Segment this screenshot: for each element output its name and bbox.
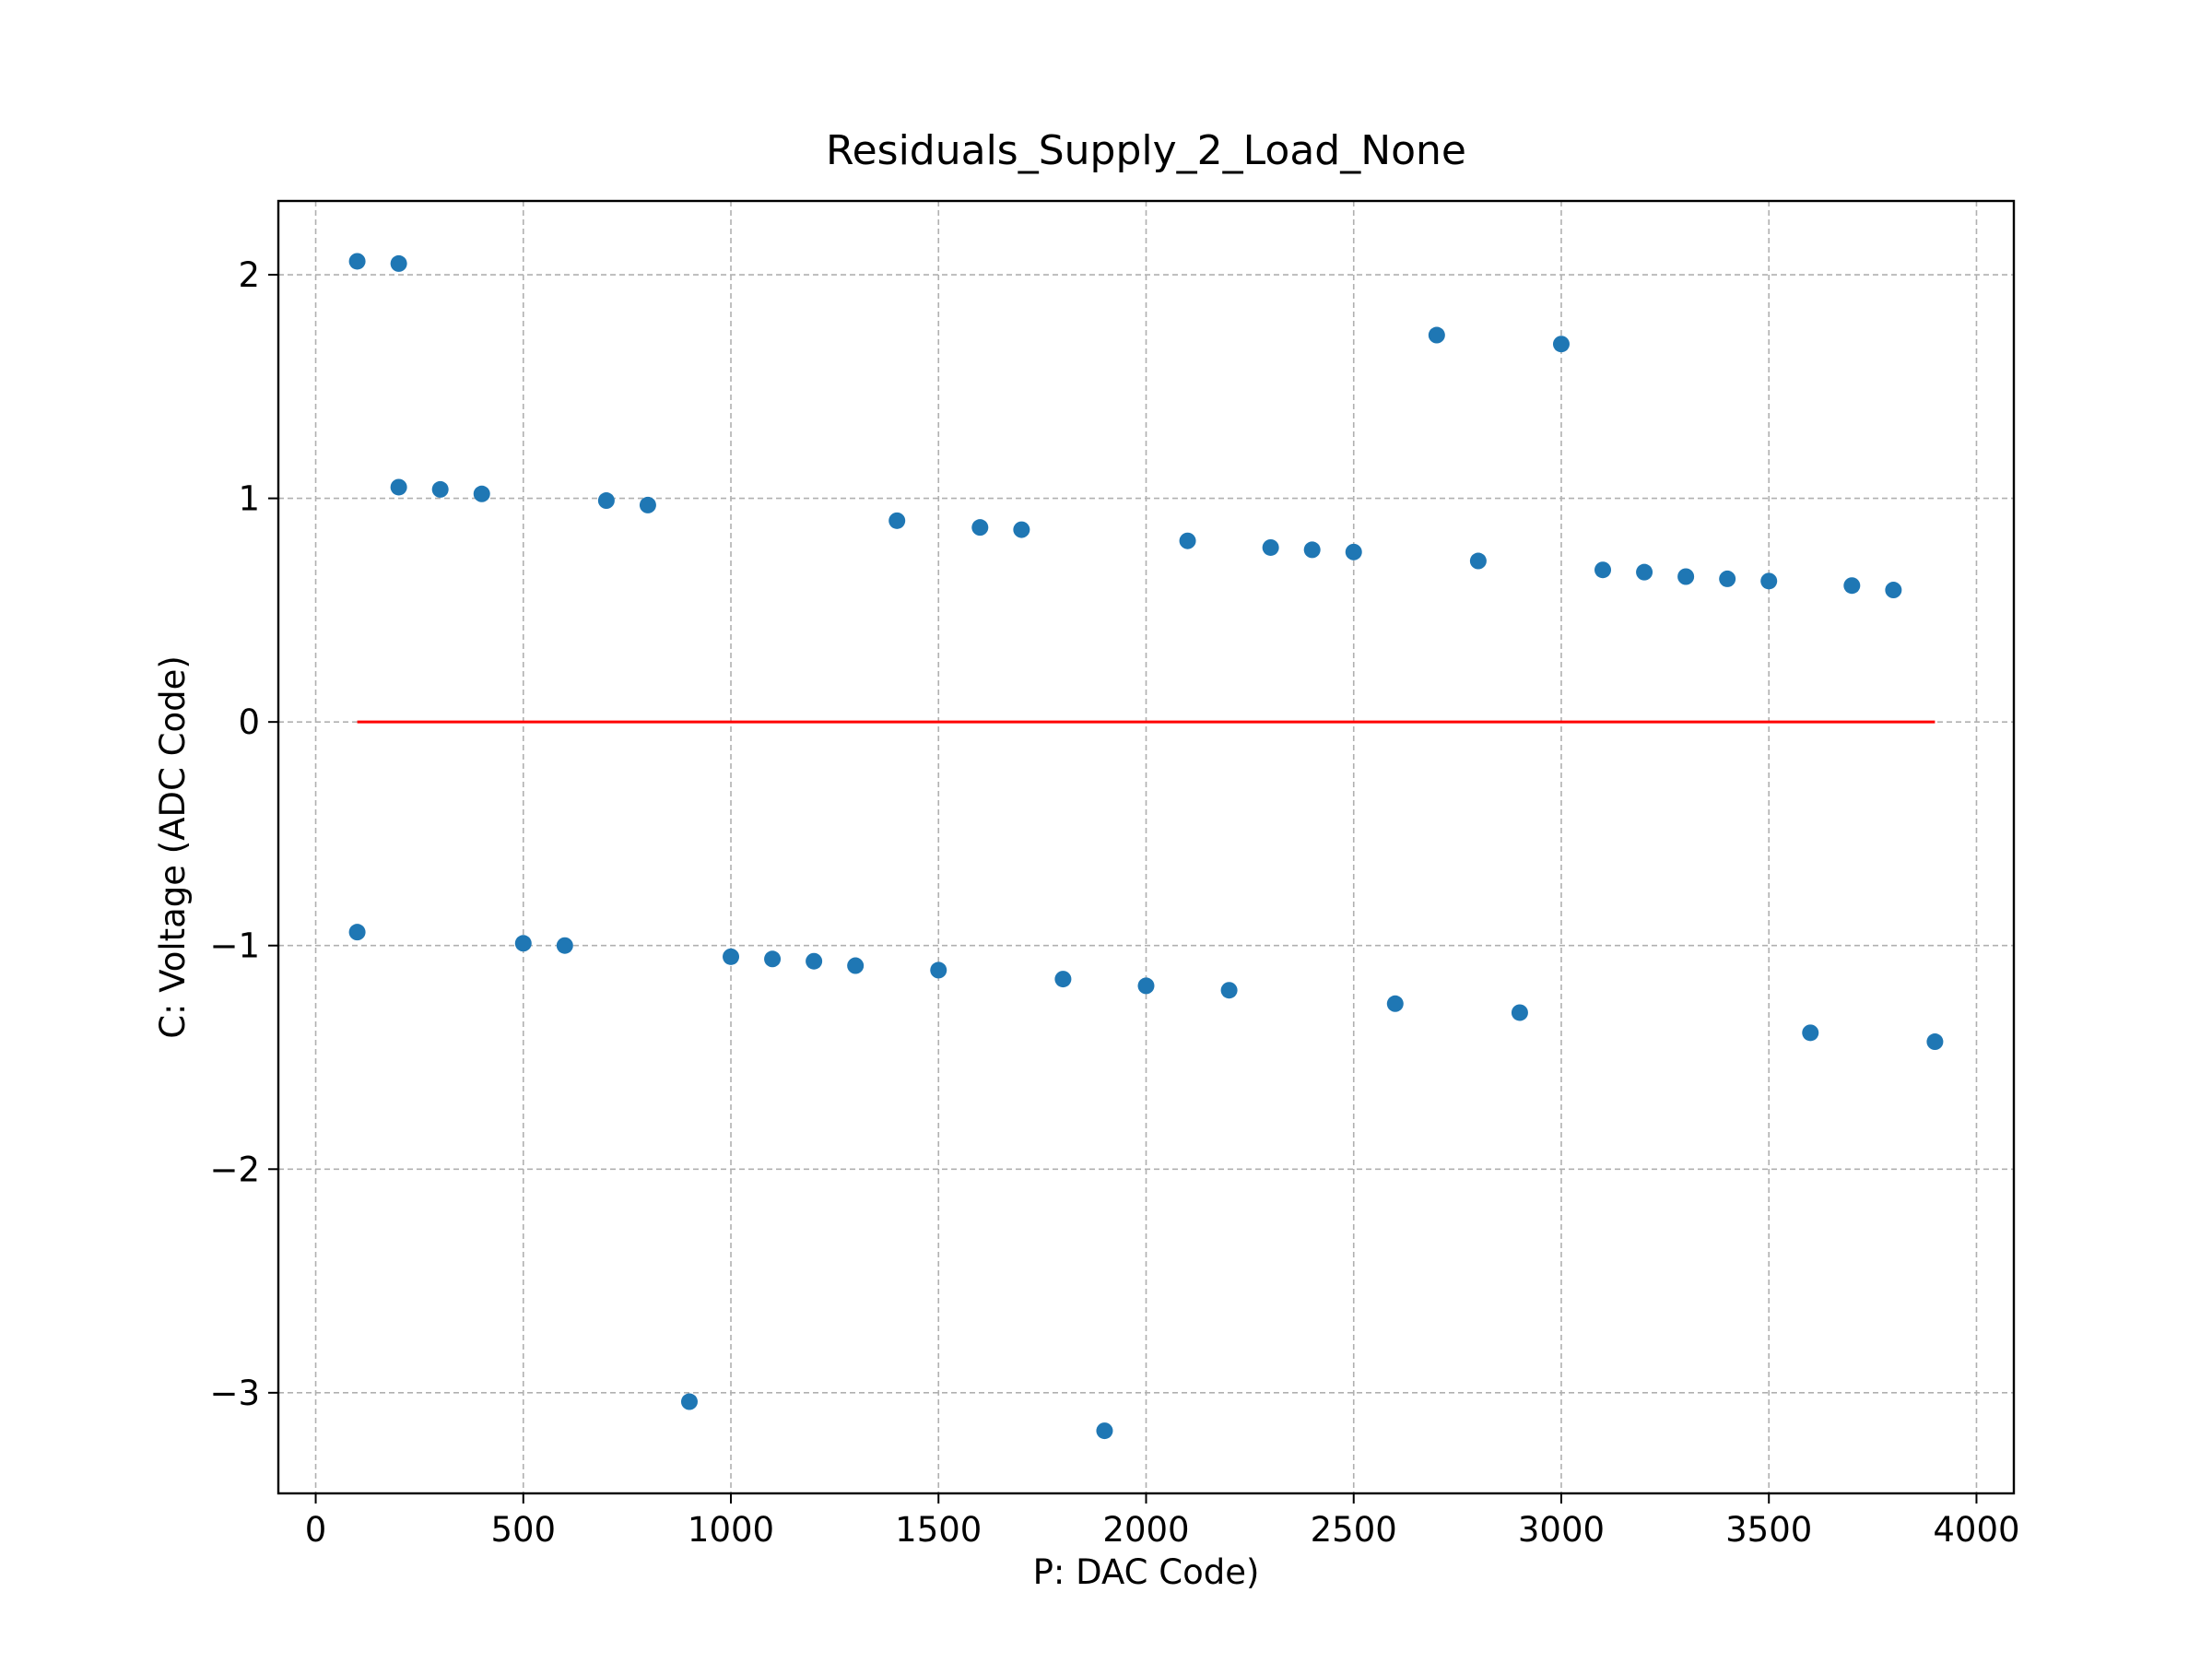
data-point [1303,541,1321,559]
y-axis-label: C: Voltage (ADC Code) [153,655,193,1039]
data-point [1802,1024,1819,1042]
x-tick-label: 3000 [1518,1510,1605,1550]
x-tick-label: 1500 [895,1510,982,1550]
points-layer [348,253,1944,1440]
y-tick-label: −2 [209,1150,260,1189]
grid-layer [278,201,2014,1493]
data-point [1096,1422,1113,1440]
y-tick-label: 1 [238,479,260,519]
data-point [1636,563,1653,581]
data-point [930,961,947,979]
data-point [764,950,782,968]
x-tick-label: 1000 [688,1510,774,1550]
data-point [806,952,823,970]
data-point [473,485,490,502]
data-point [723,948,740,965]
x-axis-label: P: DAC Code) [1033,1552,1260,1592]
data-point [1926,1033,1944,1051]
x-tick-label: 3500 [1725,1510,1812,1550]
data-point [1137,977,1155,995]
data-point [556,937,573,954]
x-tick-label: 2000 [1102,1510,1189,1550]
data-point [390,478,407,496]
data-point [1054,971,1072,988]
data-point [348,253,366,270]
data-point [1469,552,1487,570]
data-point [390,254,407,272]
data-point [1594,561,1612,579]
data-point [597,492,615,510]
data-point [1386,995,1404,1012]
data-point [1511,1004,1528,1021]
data-point [971,519,989,537]
data-point [1760,572,1778,590]
x-tick-label: 2500 [1311,1510,1397,1550]
y-tick-label: 0 [238,702,260,742]
y-tick-label: −1 [209,926,260,966]
data-point [1013,521,1030,538]
data-point [1345,543,1362,560]
data-point [888,512,906,529]
y-tick-label: −3 [209,1374,260,1413]
data-point [847,957,865,974]
data-point [680,1393,698,1410]
chart-title: Residuals_Supply_2_Load_None [826,127,1466,174]
data-point [1719,570,1736,587]
ticks-layer: 0 500 1000 1500 2000 2500 3000 3500 4000 2 1 0 −1 −2 −… [209,255,2019,1550]
data-point [514,935,532,952]
y-tick-label: 2 [238,255,260,295]
x-tick-label: 0 [305,1510,327,1550]
data-point [1885,582,1902,599]
data-point [1220,982,1238,999]
data-point [348,924,366,941]
data-point [431,480,449,498]
data-point [639,496,656,513]
x-tick-label: 4000 [1933,1510,2019,1550]
x-tick-label: 500 [490,1510,556,1550]
data-point [1677,568,1695,585]
data-point [1179,532,1196,549]
data-point [1843,577,1861,595]
data-point [1262,538,1279,556]
data-point [1552,336,1570,353]
data-point [1428,326,1445,344]
